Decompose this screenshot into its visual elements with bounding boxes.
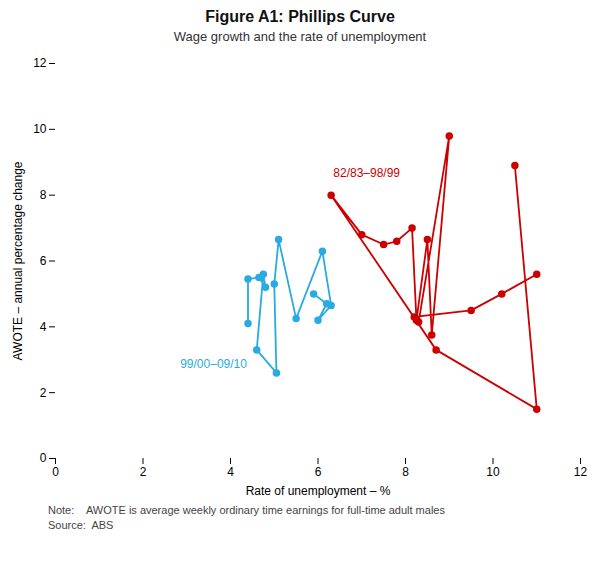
svg-text:2: 2 bbox=[140, 465, 147, 479]
svg-text:0: 0 bbox=[52, 465, 59, 479]
svg-text:0: 0 bbox=[40, 451, 47, 465]
svg-text:AWOTE – annual percentage chan: AWOTE – annual percentage change bbox=[11, 161, 25, 360]
html-text:Note: AWOTE is average weekly: Note: AWOTE is average weekly ordinary t… bbox=[48, 504, 445, 516]
svg-text:2: 2 bbox=[40, 386, 47, 400]
svg-text:82/83–98/99: 82/83–98/99 bbox=[333, 166, 400, 180]
svg-text:12: 12 bbox=[574, 465, 588, 479]
svg-text:10: 10 bbox=[486, 465, 500, 479]
svg-text:8: 8 bbox=[402, 465, 409, 479]
svg-text:10: 10 bbox=[33, 122, 47, 136]
html-text:Wage growth and the rate of un: Wage growth and the rate of unemployment bbox=[173, 29, 427, 44]
svg-text:12: 12 bbox=[33, 56, 47, 70]
svg-text:6: 6 bbox=[315, 465, 322, 479]
svg-text:4: 4 bbox=[227, 465, 234, 479]
svg-text:8: 8 bbox=[40, 188, 47, 202]
svg-text:4: 4 bbox=[40, 320, 47, 334]
svg-text:6: 6 bbox=[40, 254, 47, 268]
html-text:Figure A1: Phillips Curve: Figure A1: Phillips Curve bbox=[205, 8, 395, 25]
html-text:Source: ABS: Source: ABS bbox=[48, 519, 114, 531]
svg-text:99/00–09/10: 99/00–09/10 bbox=[180, 357, 247, 371]
svg-text:Rate of unemployment – %: Rate of unemployment – % bbox=[246, 484, 391, 498]
